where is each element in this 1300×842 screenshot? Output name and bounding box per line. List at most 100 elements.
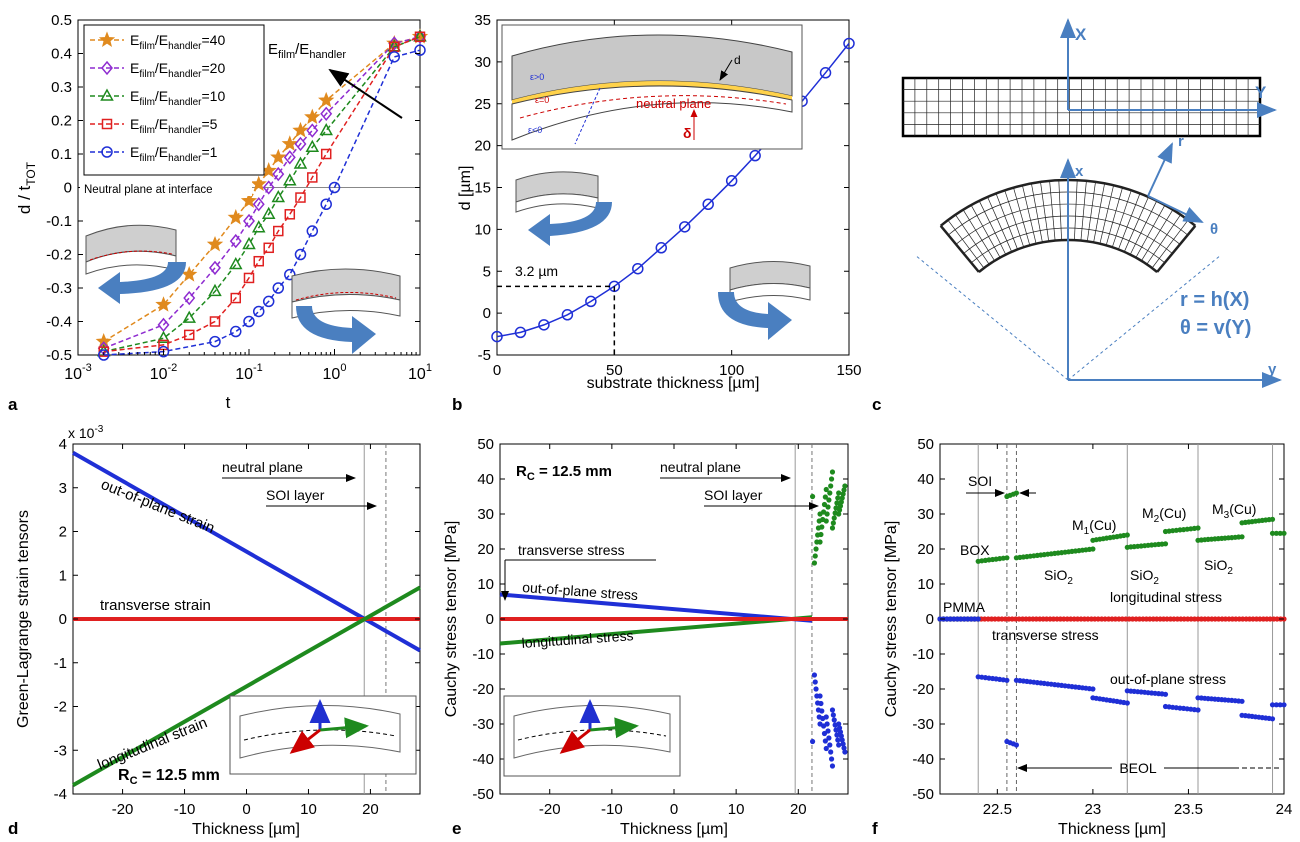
panel-e-longitudinal-point [839, 495, 845, 501]
panel-f-label-longitudinal: longitudinal stress [1110, 589, 1222, 605]
panel-a-ytick-label: -0.3 [46, 280, 72, 297]
panel-a-point-4 [230, 325, 242, 338]
panel-a-legend-marker [101, 60, 113, 76]
panel-c-theta-label: θ [1210, 221, 1218, 238]
panel-e-longitudinal-point [818, 531, 824, 538]
panel-a-point-3 [295, 192, 306, 203]
panel-f-xtick-label: 24 [1276, 801, 1293, 818]
panel-a-point-0 [181, 266, 198, 282]
panel-e-outplane-point [827, 742, 833, 748]
panel-a-point-3 [183, 329, 195, 341]
panel-a-rotate-arrow-right [296, 306, 376, 354]
panel-a-point-4 [328, 181, 341, 194]
panel-c-r-arrow [1147, 142, 1173, 197]
panel-e-outplane-point [823, 745, 829, 752]
panel-a-point-4 [388, 51, 401, 63]
panel-a-series-line-3 [103, 36, 421, 353]
panel-c-radial-line [987, 196, 1013, 252]
panel-a-annotation: Neutral plane at interface [84, 184, 213, 196]
panel-f-outplane-point [1273, 702, 1279, 708]
panel-b-xtick-label: 150 [836, 362, 861, 379]
panel-a-point-0 [281, 135, 298, 151]
panel-a-point-2 [319, 122, 333, 136]
panel-a-point-4 [262, 295, 275, 308]
panel-e-ytick-label: 0 [486, 611, 494, 628]
panel-d-multiplier: x 10-3 [68, 424, 104, 441]
panel-a-series [95, 28, 429, 361]
panel-e-longitudinal-point [823, 486, 829, 493]
panel-a-legend-label: Efilm/Ehandler=40 [130, 32, 225, 52]
panel-e-ytick-label: -30 [472, 716, 494, 733]
panel-b-ytick-label: -5 [478, 347, 491, 364]
panel-c-X-label: X [1075, 25, 1087, 44]
panel-a-point-2 [293, 156, 308, 169]
panel-f-label-m1: M1(Cu) [1072, 517, 1116, 537]
panel-f-longitudinal-point [1013, 490, 1020, 496]
panel-e-longitudinal-point [825, 504, 831, 510]
panel-e-outplane-point [834, 732, 840, 738]
panel-e-outplane-point [828, 749, 834, 755]
panel-a-ticks: -0.5 -0.4 -0.3 -0.2 -0.1 0 0.1 0.2 0.3 0.4 0.5 10-3… [46, 12, 432, 383]
panel-c-radial-line [962, 209, 995, 261]
panel-d-xtick-label: -10 [174, 801, 196, 818]
panel-b-point [538, 319, 550, 331]
panel-f-chart: -50 -40 -30 -20 -10 0 10 20 30 40 50 22.5 23 23.5 24 C… [883, 436, 1292, 838]
panel-a-ytick-label: -0.2 [46, 247, 72, 264]
panel-e-outplane-point [812, 679, 818, 685]
panel-a-point-1 [283, 150, 296, 165]
panel-d-label-longitudinal: longitudinal strain [95, 714, 210, 773]
panel-d-ytick-label: -3 [54, 742, 67, 759]
panel-a-point-2 [271, 189, 286, 203]
panel-c-radial-line [1049, 180, 1056, 241]
panel-a-point-1 [272, 166, 285, 182]
panel-f-label-transverse: transverse stress [992, 627, 1099, 643]
panel-a-ytick-label: 0.1 [51, 146, 72, 163]
panel-a-ytick-label: -0.1 [46, 213, 72, 230]
panel-f-longitudinal-point [1273, 530, 1279, 536]
panel-a-point-4 [209, 335, 221, 348]
panel-f-outplane-point [1090, 686, 1096, 692]
panel-e-outplane-point [836, 725, 843, 731]
panel-a-point-1 [262, 180, 275, 195]
panel-d-ytick-label: 4 [59, 436, 67, 453]
panel-e-label-longitudinal: longitudinal stress [521, 627, 634, 651]
panel-b-ytick-label: 25 [474, 96, 491, 113]
panel-e-xtick-label: 10 [728, 801, 745, 818]
panel-e-ytick-label: -10 [472, 646, 494, 663]
panel-f-longitudinal-point [1277, 530, 1283, 536]
panel-b-point [843, 37, 855, 50]
panel-a-xtick-label: 10-2 [150, 362, 178, 383]
panel-a-point-2 [208, 283, 222, 297]
panel-c-radial-line [947, 219, 985, 269]
panel-e-xtick-label: 0 [670, 801, 678, 818]
panel-f-label-sio2-c: SiO2 [1204, 557, 1233, 577]
panel-e-outplane-point [840, 741, 846, 747]
panel-f-outplane-point [1195, 707, 1201, 713]
panel-f-xtick-label: 23 [1085, 801, 1102, 818]
panel-e-outplane-point [830, 712, 836, 718]
panel-d-inset-3d [229, 695, 417, 775]
panel-e-outplane-point [813, 686, 819, 692]
panel-e-longitudinal-point [829, 469, 836, 475]
panel-d-xlabel: Thickness [µm] [192, 821, 300, 838]
panel-a-point-1 [183, 290, 196, 306]
panel-d-ytick-label: 0 [59, 611, 67, 628]
panel-b-ytick-label: 30 [474, 54, 491, 71]
panel-a-point-3 [320, 148, 332, 160]
panel-a-point-1 [252, 197, 265, 212]
panel-c-radial-line [978, 200, 1007, 255]
panel-a-legend-box [83, 24, 265, 176]
panel-c-radial-line [1086, 181, 1096, 242]
panel-a-point-1 [243, 213, 255, 229]
panel-e-outplane-point [819, 708, 825, 714]
panel-c-ray-right [1067, 254, 1222, 381]
panel-a-point-3 [243, 272, 255, 284]
panel-a-point-4 [284, 268, 296, 281]
panel-c-radial-line [1080, 180, 1087, 241]
panel-c-radial-line [1123, 196, 1149, 252]
panel-a-point-1 [320, 106, 333, 121]
panel-e-longitudinal-point [830, 520, 836, 526]
panel-b-xtick-label: 100 [719, 362, 744, 379]
panel-b-rotate-arrow-right [718, 292, 792, 340]
